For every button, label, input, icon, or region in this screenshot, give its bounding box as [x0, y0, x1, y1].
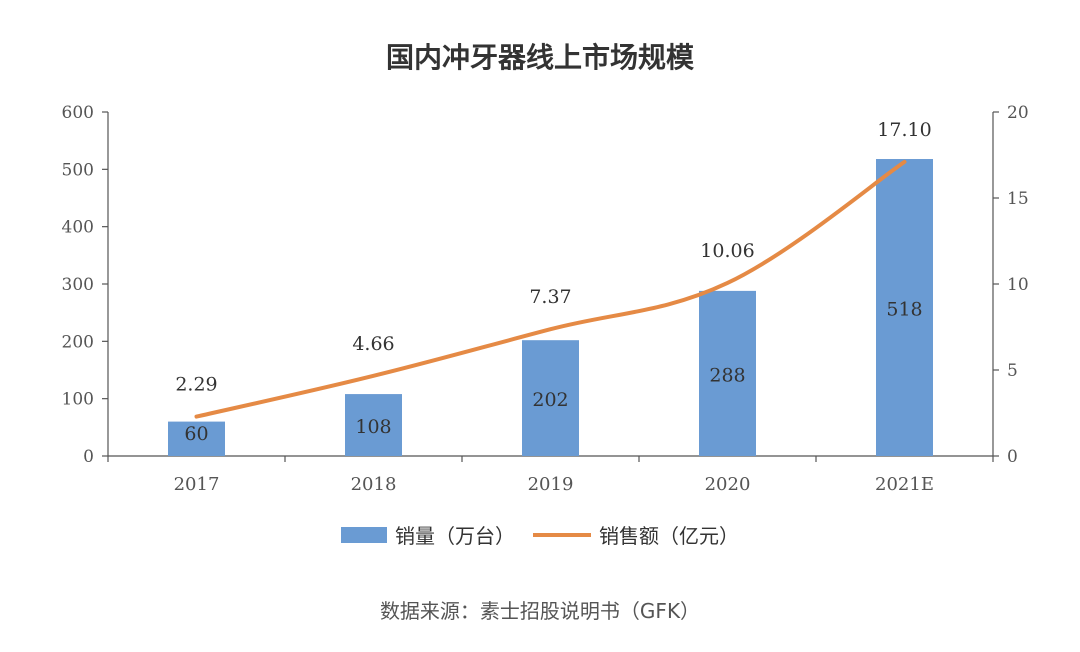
bar-value-label: 518 — [886, 299, 922, 321]
bar-2020 — [699, 290, 756, 456]
bar-value-label: 60 — [184, 423, 208, 445]
left-tick-label: 300 — [62, 275, 94, 295]
bar-2017 — [168, 421, 225, 456]
right-tick-label: 20 — [1007, 103, 1029, 123]
line-value-label: 4.66 — [352, 333, 394, 355]
right-tick-label: 15 — [1007, 189, 1029, 209]
bar-series — [168, 159, 933, 456]
line-series — [194, 159, 907, 419]
bar-value-label: 108 — [355, 416, 391, 438]
left-tick-label: 0 — [83, 447, 94, 467]
bar-2019 — [522, 340, 579, 456]
left-tick-label: 400 — [62, 218, 94, 238]
chart-legend: 销量（万台） 销售额（亿元） — [0, 520, 1080, 549]
right-tick-label: 5 — [1007, 361, 1018, 381]
legend-bar-swatch — [341, 526, 387, 543]
x-tick-label: 2020 — [705, 474, 751, 495]
left-tick-label: 500 — [62, 160, 94, 180]
x-tick-label: 2021E — [875, 474, 934, 495]
line-value-label: 2.29 — [175, 374, 217, 396]
data-labels: 60 108 202 288 518 2.29 4.66 7.37 10.06 17.10 — [175, 119, 931, 445]
left-tick-label: 100 — [62, 390, 94, 410]
right-tick-label: 10 — [1007, 275, 1029, 295]
line-value-label: 7.37 — [529, 286, 571, 308]
right-tick-label: 0 — [1007, 447, 1018, 467]
legend-item-line: 销售额（亿元） — [533, 520, 739, 549]
left-tick-label: 200 — [62, 332, 94, 352]
bar-value-label: 288 — [709, 364, 745, 386]
bar-value-label: 202 — [532, 389, 568, 411]
line-value-label: 17.10 — [877, 119, 931, 141]
x-tick-label: 2017 — [174, 474, 220, 495]
bar-2018 — [345, 394, 402, 456]
x-tick-label: 2018 — [351, 474, 397, 495]
legend-item-bar: 销量（万台） — [341, 520, 515, 549]
source-note: 数据来源：素士招股说明书（GFK） — [379, 599, 701, 623]
chart-axes: 0 100 200 300 400 500 600 0 5 10 15 20 2017 2018 2019 2… — [62, 103, 1029, 495]
x-tick-label: 2019 — [528, 474, 574, 495]
chart-title: 国内冲牙器线上市场规模 — [385, 41, 694, 74]
legend-line-label: 销售额（亿元） — [599, 524, 739, 548]
legend-bar-label: 销量（万台） — [395, 524, 515, 548]
left-tick-label: 600 — [62, 103, 94, 123]
bar-2021E — [876, 159, 933, 456]
line-value-label: 10.06 — [700, 240, 754, 262]
legend-line-swatch — [533, 532, 591, 537]
